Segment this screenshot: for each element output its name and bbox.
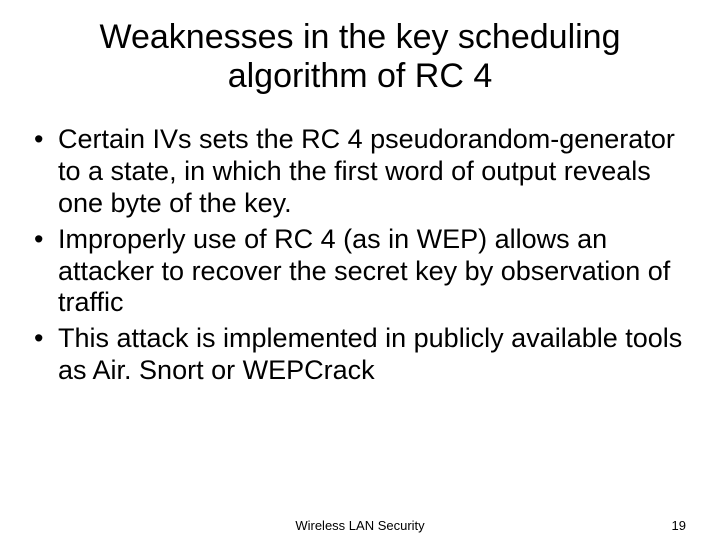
footer-title: Wireless LAN Security: [295, 518, 424, 533]
slide-body: Certain IVs sets the RC 4 pseudorandom-g…: [0, 96, 720, 387]
slide: Weaknesses in the key scheduling algorit…: [0, 0, 720, 540]
bullet-list: Certain IVs sets the RC 4 pseudorandom-g…: [28, 124, 692, 387]
list-item: Improperly use of RC 4 (as in WEP) allow…: [28, 224, 692, 320]
page-number: 19: [672, 518, 686, 533]
slide-title: Weaknesses in the key scheduling algorit…: [0, 0, 720, 96]
list-item: This attack is implemented in publicly a…: [28, 323, 692, 387]
list-item: Certain IVs sets the RC 4 pseudorandom-g…: [28, 124, 692, 220]
